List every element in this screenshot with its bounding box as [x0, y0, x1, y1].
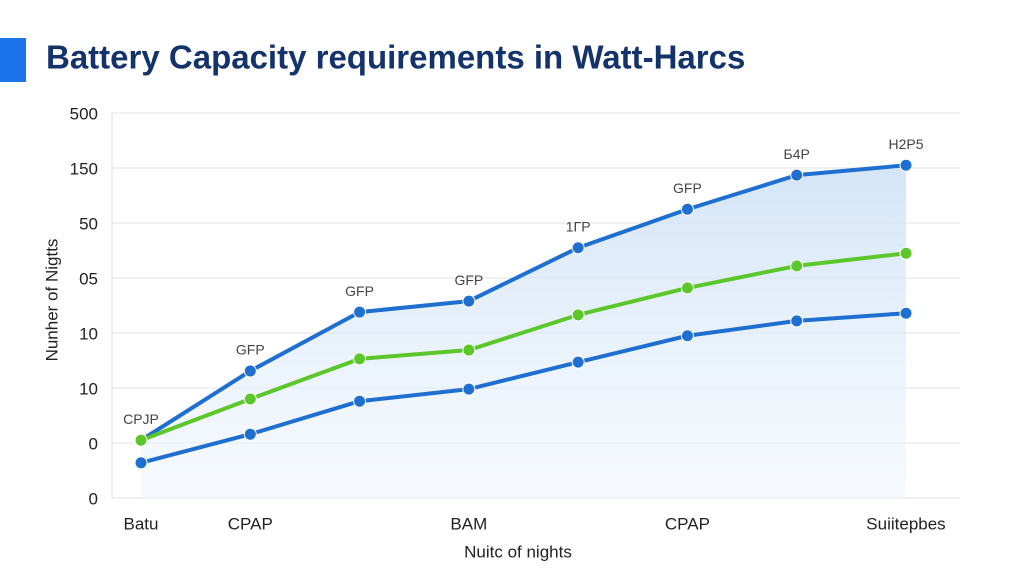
point: [899, 158, 913, 172]
point: [353, 352, 367, 366]
point-label: H2P5: [888, 136, 923, 152]
point: [571, 308, 585, 322]
x-tick-label: Batu: [124, 514, 159, 533]
point: [680, 202, 694, 216]
point: [680, 281, 694, 295]
y-tick-label: 0: [89, 434, 98, 453]
line: [140, 311, 907, 465]
point: [134, 456, 148, 470]
point: [243, 364, 257, 378]
chart-title: Battery Capacity requirements in Watt-Ha…: [46, 39, 745, 76]
point: [790, 314, 804, 328]
point-label: CPJP: [123, 411, 159, 427]
x-tick-label: CPAP: [228, 514, 273, 533]
point: [899, 246, 913, 260]
y-tick-label: 50: [79, 214, 98, 233]
point-label: Б4Р: [784, 146, 810, 162]
y-tick-label: 05: [79, 269, 98, 288]
title-accent: [0, 38, 26, 82]
point: [571, 241, 585, 255]
point: [243, 392, 257, 406]
point: [680, 329, 694, 343]
line: [139, 163, 907, 442]
point: [790, 168, 804, 182]
y-tick-label: 10: [79, 379, 98, 398]
point-label: GFP: [345, 283, 374, 299]
point: [243, 427, 257, 441]
point-label: GFP: [673, 180, 702, 196]
point: [134, 433, 148, 447]
x-tick-label: BAM: [450, 514, 487, 533]
point: [790, 259, 804, 273]
point-label: GFP: [454, 272, 483, 288]
y-axis-label: Nunher of Nigtts: [42, 239, 61, 362]
point-label: 1ΓP: [566, 218, 591, 234]
y-tick-label: 10: [79, 324, 98, 343]
point: [899, 306, 913, 320]
y-tick-label: 150: [70, 159, 98, 178]
point: [462, 294, 476, 308]
point: [353, 394, 367, 408]
point: [571, 355, 585, 369]
x-tick-label: Suiitepbes: [866, 514, 945, 533]
x-axis-label: Nuitc of nights: [464, 542, 572, 561]
point: [462, 382, 476, 396]
y-tick-label: 500: [70, 104, 98, 123]
y-tick-label: 0: [89, 489, 98, 508]
point: [462, 343, 476, 357]
x-tick-label: CPAP: [665, 514, 710, 533]
point-label: GFP: [236, 342, 265, 358]
point: [353, 305, 367, 319]
line: [140, 251, 907, 443]
